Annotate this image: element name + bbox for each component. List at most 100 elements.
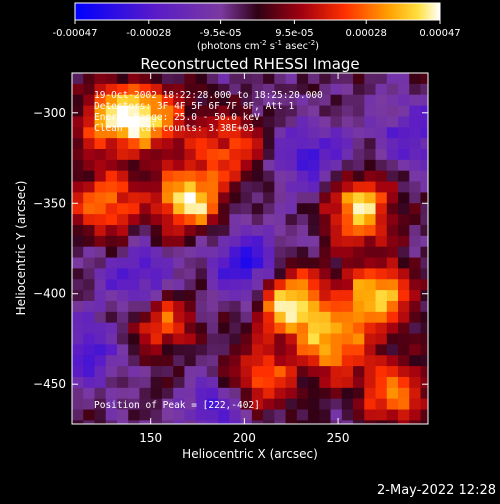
- heatmap-cell: [285, 170, 298, 183]
- heatmap-cell: [263, 116, 275, 128]
- heatmap-cell: [229, 300, 242, 313]
- heatmap-cell: [116, 387, 129, 400]
- heatmap-cell: [341, 105, 354, 117]
- heatmap-cell: [218, 116, 230, 128]
- heatmap-cell: [251, 203, 264, 215]
- heatmap-cell: [375, 181, 388, 193]
- heatmap-cell: [218, 105, 230, 117]
- heatmap-cell: [94, 290, 107, 302]
- heatmap-cell: [72, 116, 84, 128]
- heatmap-cell: [341, 94, 354, 107]
- heatmap-cell: [161, 203, 174, 215]
- heatmap-cell: [251, 300, 264, 313]
- heatmap-cell: [251, 268, 264, 280]
- heatmap-cell: [353, 203, 365, 215]
- heatmap-cell: [341, 83, 354, 96]
- heatmap-cell: [105, 73, 118, 85]
- heatmap-cell: [296, 366, 309, 378]
- heatmap-cell: [353, 73, 365, 85]
- heatmap-cell: [116, 409, 129, 421]
- heatmap-cell: [386, 376, 399, 389]
- heatmap-cell: [263, 344, 275, 356]
- heatmap-cell: [251, 138, 264, 150]
- heatmap-cell: [386, 409, 399, 421]
- heatmap-cell: [116, 376, 129, 389]
- heatmap-cell: [173, 181, 185, 193]
- heatmap-cell: [263, 355, 275, 367]
- heatmap-cell: [263, 333, 275, 345]
- heatmap-cell: [139, 83, 152, 96]
- heatmap-cell: [274, 355, 287, 367]
- heatmap-cell: [229, 170, 242, 183]
- heatmap-cell: [105, 246, 118, 259]
- heatmap-cell: [229, 398, 242, 411]
- heatmap-cell: [229, 311, 242, 324]
- heatmap-cell: [398, 376, 410, 389]
- heatmap-cell: [353, 116, 365, 128]
- heatmap-cell: [184, 290, 197, 302]
- heatmap-cell: [72, 398, 84, 411]
- heatmap-cell: [296, 181, 309, 193]
- heatmap-cell: [184, 127, 197, 139]
- heatmap-cell: [364, 387, 377, 400]
- heatmap-cell: [319, 148, 332, 161]
- heatmap-cell: [128, 279, 140, 291]
- heatmap-cell: [353, 420, 365, 424]
- heatmap-cell: [161, 344, 174, 356]
- heatmap-cell: [94, 376, 107, 389]
- heatmap-cell: [83, 148, 95, 161]
- heatmap-cell: [263, 398, 275, 411]
- heatmap-cell: [229, 366, 242, 378]
- heatmap-cell: [330, 420, 343, 424]
- heatmap-cell: [341, 181, 354, 193]
- heatmap-cell: [94, 420, 107, 424]
- heatmap-cell: [398, 203, 410, 215]
- heatmap-cell: [274, 279, 287, 291]
- heatmap-cell: [139, 138, 152, 150]
- heatmap-cell: [184, 398, 197, 411]
- heatmap-cell: [161, 83, 174, 96]
- heatmap-cell: [72, 170, 84, 183]
- heatmap-cell: [240, 94, 253, 107]
- heatmap-cell: [94, 398, 107, 411]
- heatmap-cell: [195, 333, 208, 345]
- heatmap-cell: [398, 235, 410, 248]
- heatmap-cell: [420, 366, 428, 378]
- heatmap-cell: [330, 376, 343, 389]
- heatmap-cell: [229, 355, 242, 367]
- heatmap-cell: [128, 257, 140, 269]
- heatmap-cell: [218, 300, 230, 313]
- heatmap-cell: [251, 83, 264, 96]
- heatmap-cell: [398, 344, 410, 356]
- heatmap-cell: [398, 181, 410, 193]
- heatmap-cell: [251, 235, 264, 248]
- heatmap-cell: [285, 409, 298, 421]
- heatmap-cell: [364, 235, 377, 248]
- heatmap-cell: [409, 192, 422, 204]
- heatmap-cell: [420, 235, 428, 248]
- heatmap-cell: [128, 300, 140, 313]
- heatmap-cell: [94, 235, 107, 248]
- heatmap-cell: [398, 224, 410, 237]
- heatmap-cell: [296, 290, 309, 302]
- heatmap-cell: [128, 366, 140, 378]
- heatmap-cell: [161, 333, 174, 345]
- heatmap-cell: [184, 181, 197, 193]
- heatmap-cell: [116, 138, 129, 150]
- heatmap-cell: [420, 355, 428, 367]
- heatmap-cell: [83, 376, 95, 389]
- heatmap-cell: [296, 311, 309, 324]
- heatmap-cell: [263, 409, 275, 421]
- heatmap-cell: [240, 366, 253, 378]
- heatmap-cell: [375, 105, 388, 117]
- heatmap-cell: [105, 409, 118, 421]
- heatmap-cell: [128, 116, 140, 128]
- heatmap-cell: [150, 344, 163, 356]
- heatmap-cell: [173, 159, 185, 172]
- heatmap-cell: [150, 246, 163, 259]
- heatmap-cell: [274, 366, 287, 378]
- colorbar-tick-label: 0.00028: [346, 28, 387, 39]
- heatmap-cell: [128, 138, 140, 150]
- heatmap-cell: [386, 214, 399, 226]
- heatmap-cell: [116, 290, 129, 302]
